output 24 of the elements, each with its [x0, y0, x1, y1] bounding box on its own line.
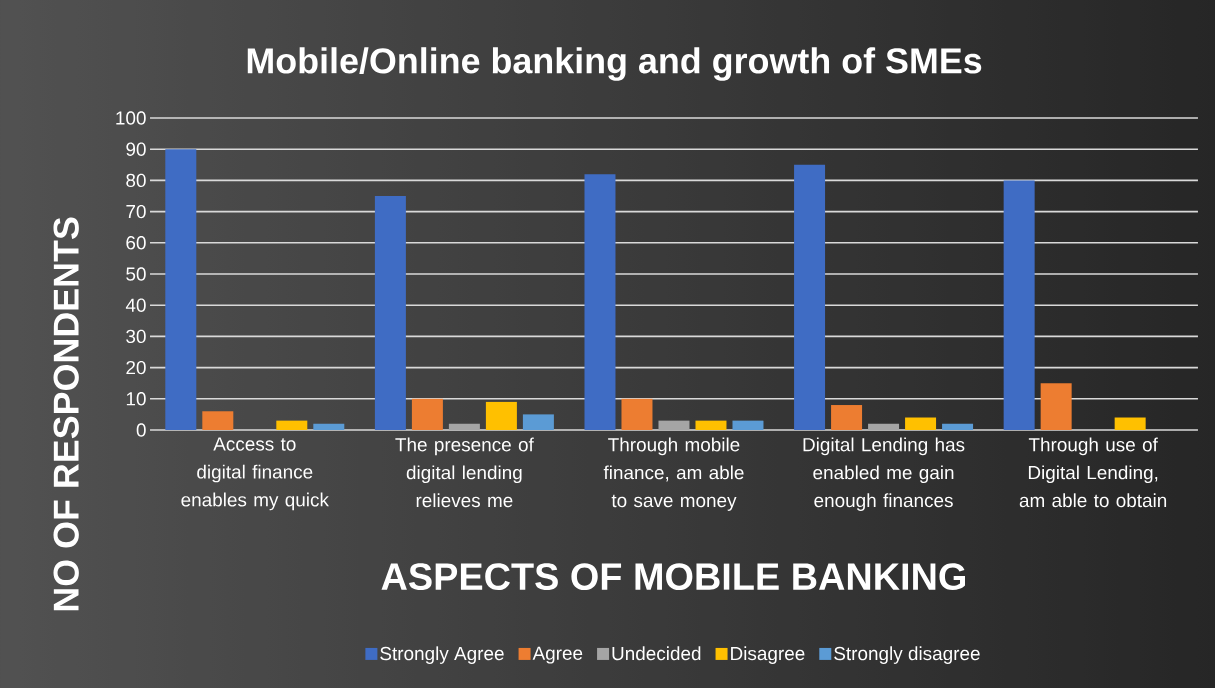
chart-title: Mobile/Online banking and growth of SMEs	[247, 47, 982, 81]
y-tick-label: 70	[126, 204, 146, 219]
legend-label: Disagree	[731, 646, 805, 664]
y-tick-label: 60	[126, 236, 146, 250]
y-tick-label: 10	[126, 392, 146, 406]
x-tick-label: The presence of digital lending relieves me	[395, 437, 534, 508]
legend-label: Undecided	[612, 646, 701, 661]
y-tick-label: 100	[116, 111, 146, 125]
y-tick-label: 80	[126, 173, 146, 188]
y-tick-label: 30	[126, 329, 146, 344]
y-tick-label: 20	[126, 360, 146, 375]
x-tick-label: Digital Lending has enabled me gain enough finances	[803, 437, 965, 511]
x-tick-label: Access to digital finance enables my quick	[181, 437, 329, 511]
legend-label: Strongly disagree	[834, 646, 980, 664]
y-tick-label: 0	[136, 423, 146, 437]
x-tick-label: Through mobile finance, am able to save money	[603, 437, 744, 511]
legend-label: Strongly Agree	[380, 646, 504, 664]
y-tick-label: 50	[126, 267, 146, 281]
legend-label: Agree	[532, 646, 583, 664]
y-tick-label: 90	[126, 142, 146, 156]
y-tick-label: 40	[125, 298, 146, 312]
y-axis-title: NO OF RESPONDENTS	[53, 217, 79, 611]
x-tick-label: Through use of Digital Lending, am able to obtain	[1019, 437, 1167, 508]
x-axis-title: ASPECTS OF MOBILE BANKING	[381, 563, 965, 591]
